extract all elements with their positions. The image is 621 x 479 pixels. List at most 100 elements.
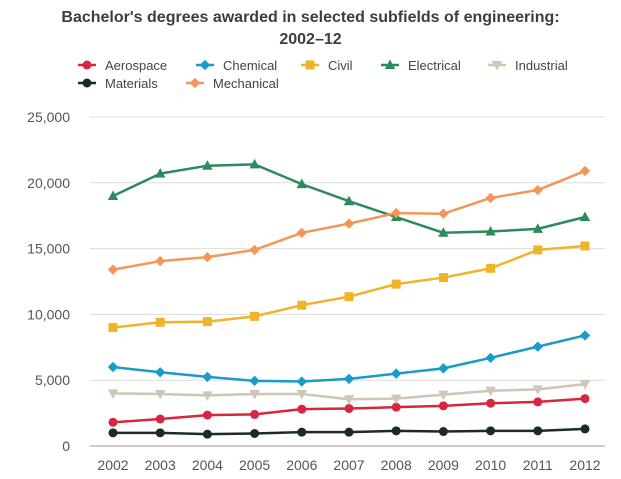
x-tick-label: 2011 <box>523 457 553 473</box>
legend-swatch-marker <box>305 60 315 70</box>
series-materials <box>108 424 590 439</box>
legend-swatch-marker <box>82 78 92 88</box>
data-point-civil <box>108 323 118 333</box>
series-mechanical <box>107 165 591 275</box>
legend-item-materials: Materials <box>78 76 158 91</box>
legend-label: Civil <box>328 58 353 73</box>
data-point-civil <box>250 311 260 321</box>
data-point-aerospace <box>486 398 496 408</box>
data-point-industrial <box>296 390 307 400</box>
data-point-industrial <box>579 380 591 390</box>
data-point-chemical <box>202 371 213 383</box>
data-point-mechanical <box>343 218 355 229</box>
x-tick-label: 2007 <box>333 457 364 473</box>
data-point-electrical <box>532 223 543 233</box>
data-point-chemical <box>155 367 166 378</box>
x-tick-label: 2005 <box>239 457 270 473</box>
legend-swatch-marker <box>491 61 503 71</box>
data-point-mechanical <box>155 255 166 267</box>
data-point-electrical <box>107 190 119 200</box>
data-point-civil <box>580 241 590 251</box>
data-point-aerospace <box>155 414 165 424</box>
x-tick-label: 2004 <box>192 457 223 473</box>
data-point-chemical <box>391 368 402 379</box>
data-point-aerospace <box>391 402 401 412</box>
data-point-chemical <box>249 375 260 387</box>
data-point-mechanical <box>202 251 213 263</box>
x-tick-label: 2003 <box>145 457 176 473</box>
data-point-industrial <box>438 390 449 401</box>
data-point-materials <box>250 428 260 438</box>
legend-item-chemical: Chemical <box>196 58 277 73</box>
data-point-mechanical <box>107 264 119 275</box>
chart-title-line-1: Bachelor's degrees awarded in selected s… <box>61 9 560 26</box>
legend-label: Electrical <box>408 58 461 73</box>
legend: Aerospace Chemical Civil Electrical Industri… <box>78 58 568 91</box>
data-point-aerospace <box>297 404 307 414</box>
series-industrial <box>107 380 591 405</box>
data-point-materials <box>155 428 165 438</box>
y-tick-label: 5,000 <box>35 372 70 388</box>
data-point-industrial <box>249 390 260 400</box>
legend-item-electrical: Electrical <box>381 58 461 73</box>
y-tick-label: 25,000 <box>27 109 70 125</box>
axes: 0 5,000 10,000 15,000 20,000 25,000 2002 2003 20… <box>27 109 601 473</box>
legend-label: Mechanical <box>213 76 279 91</box>
data-point-materials <box>580 424 590 434</box>
series-electrical <box>107 158 591 237</box>
x-tick-label: 2012 <box>569 457 600 473</box>
series-aerospace <box>108 394 590 427</box>
y-tick-label: 20,000 <box>27 175 70 191</box>
data-point-mechanical <box>391 207 402 219</box>
data-point-electrical <box>296 178 307 189</box>
data-point-chemical <box>579 330 591 341</box>
legend-swatch-marker <box>384 59 396 69</box>
data-point-civil <box>344 292 354 302</box>
data-point-chemical <box>296 376 307 387</box>
data-point-materials <box>391 426 401 436</box>
y-tick-label: 10,000 <box>27 306 70 322</box>
data-point-civil <box>533 245 543 255</box>
data-point-industrial <box>202 391 213 401</box>
data-point-mechanical <box>296 227 307 239</box>
legend-label: Materials <box>105 76 158 91</box>
data-point-aerospace <box>533 397 543 407</box>
data-point-electrical <box>579 211 591 222</box>
legend-label: Chemical <box>223 58 277 73</box>
data-point-electrical <box>438 227 449 237</box>
data-point-civil <box>297 300 307 310</box>
data-point-electrical <box>202 160 213 170</box>
data-point-industrial <box>107 389 119 399</box>
data-point-electrical <box>155 168 166 178</box>
data-point-chemical <box>107 361 119 373</box>
data-point-civil <box>391 279 401 289</box>
data-point-chemical <box>343 373 355 385</box>
data-point-mechanical <box>249 244 260 256</box>
data-point-electrical <box>485 225 496 236</box>
data-point-chemical <box>438 363 449 374</box>
chart-title-line-2: 2002–12 <box>279 31 342 48</box>
data-point-materials <box>297 427 307 437</box>
x-tick-label: 2008 <box>381 457 412 473</box>
y-tick-label: 15,000 <box>27 241 70 257</box>
data-point-civil <box>486 263 496 273</box>
data-point-materials <box>108 428 118 438</box>
x-tick-label: 2002 <box>97 457 128 473</box>
legend-item-civil: Civil <box>301 58 353 73</box>
data-point-industrial <box>343 395 355 405</box>
legend-item-mechanical: Mechanical <box>186 76 279 91</box>
legend-swatch-marker <box>199 59 211 71</box>
data-point-aerospace <box>344 403 354 413</box>
legend-label: Industrial <box>515 58 568 73</box>
data-point-aerospace <box>438 401 448 411</box>
legend-swatch-marker <box>82 60 92 70</box>
data-point-industrial <box>485 386 496 397</box>
data-point-aerospace <box>250 409 260 419</box>
data-point-industrial <box>532 385 543 395</box>
legend-label: Aerospace <box>105 58 167 73</box>
data-point-electrical <box>249 158 260 169</box>
data-point-materials <box>533 426 543 436</box>
series-chemical <box>107 330 591 387</box>
